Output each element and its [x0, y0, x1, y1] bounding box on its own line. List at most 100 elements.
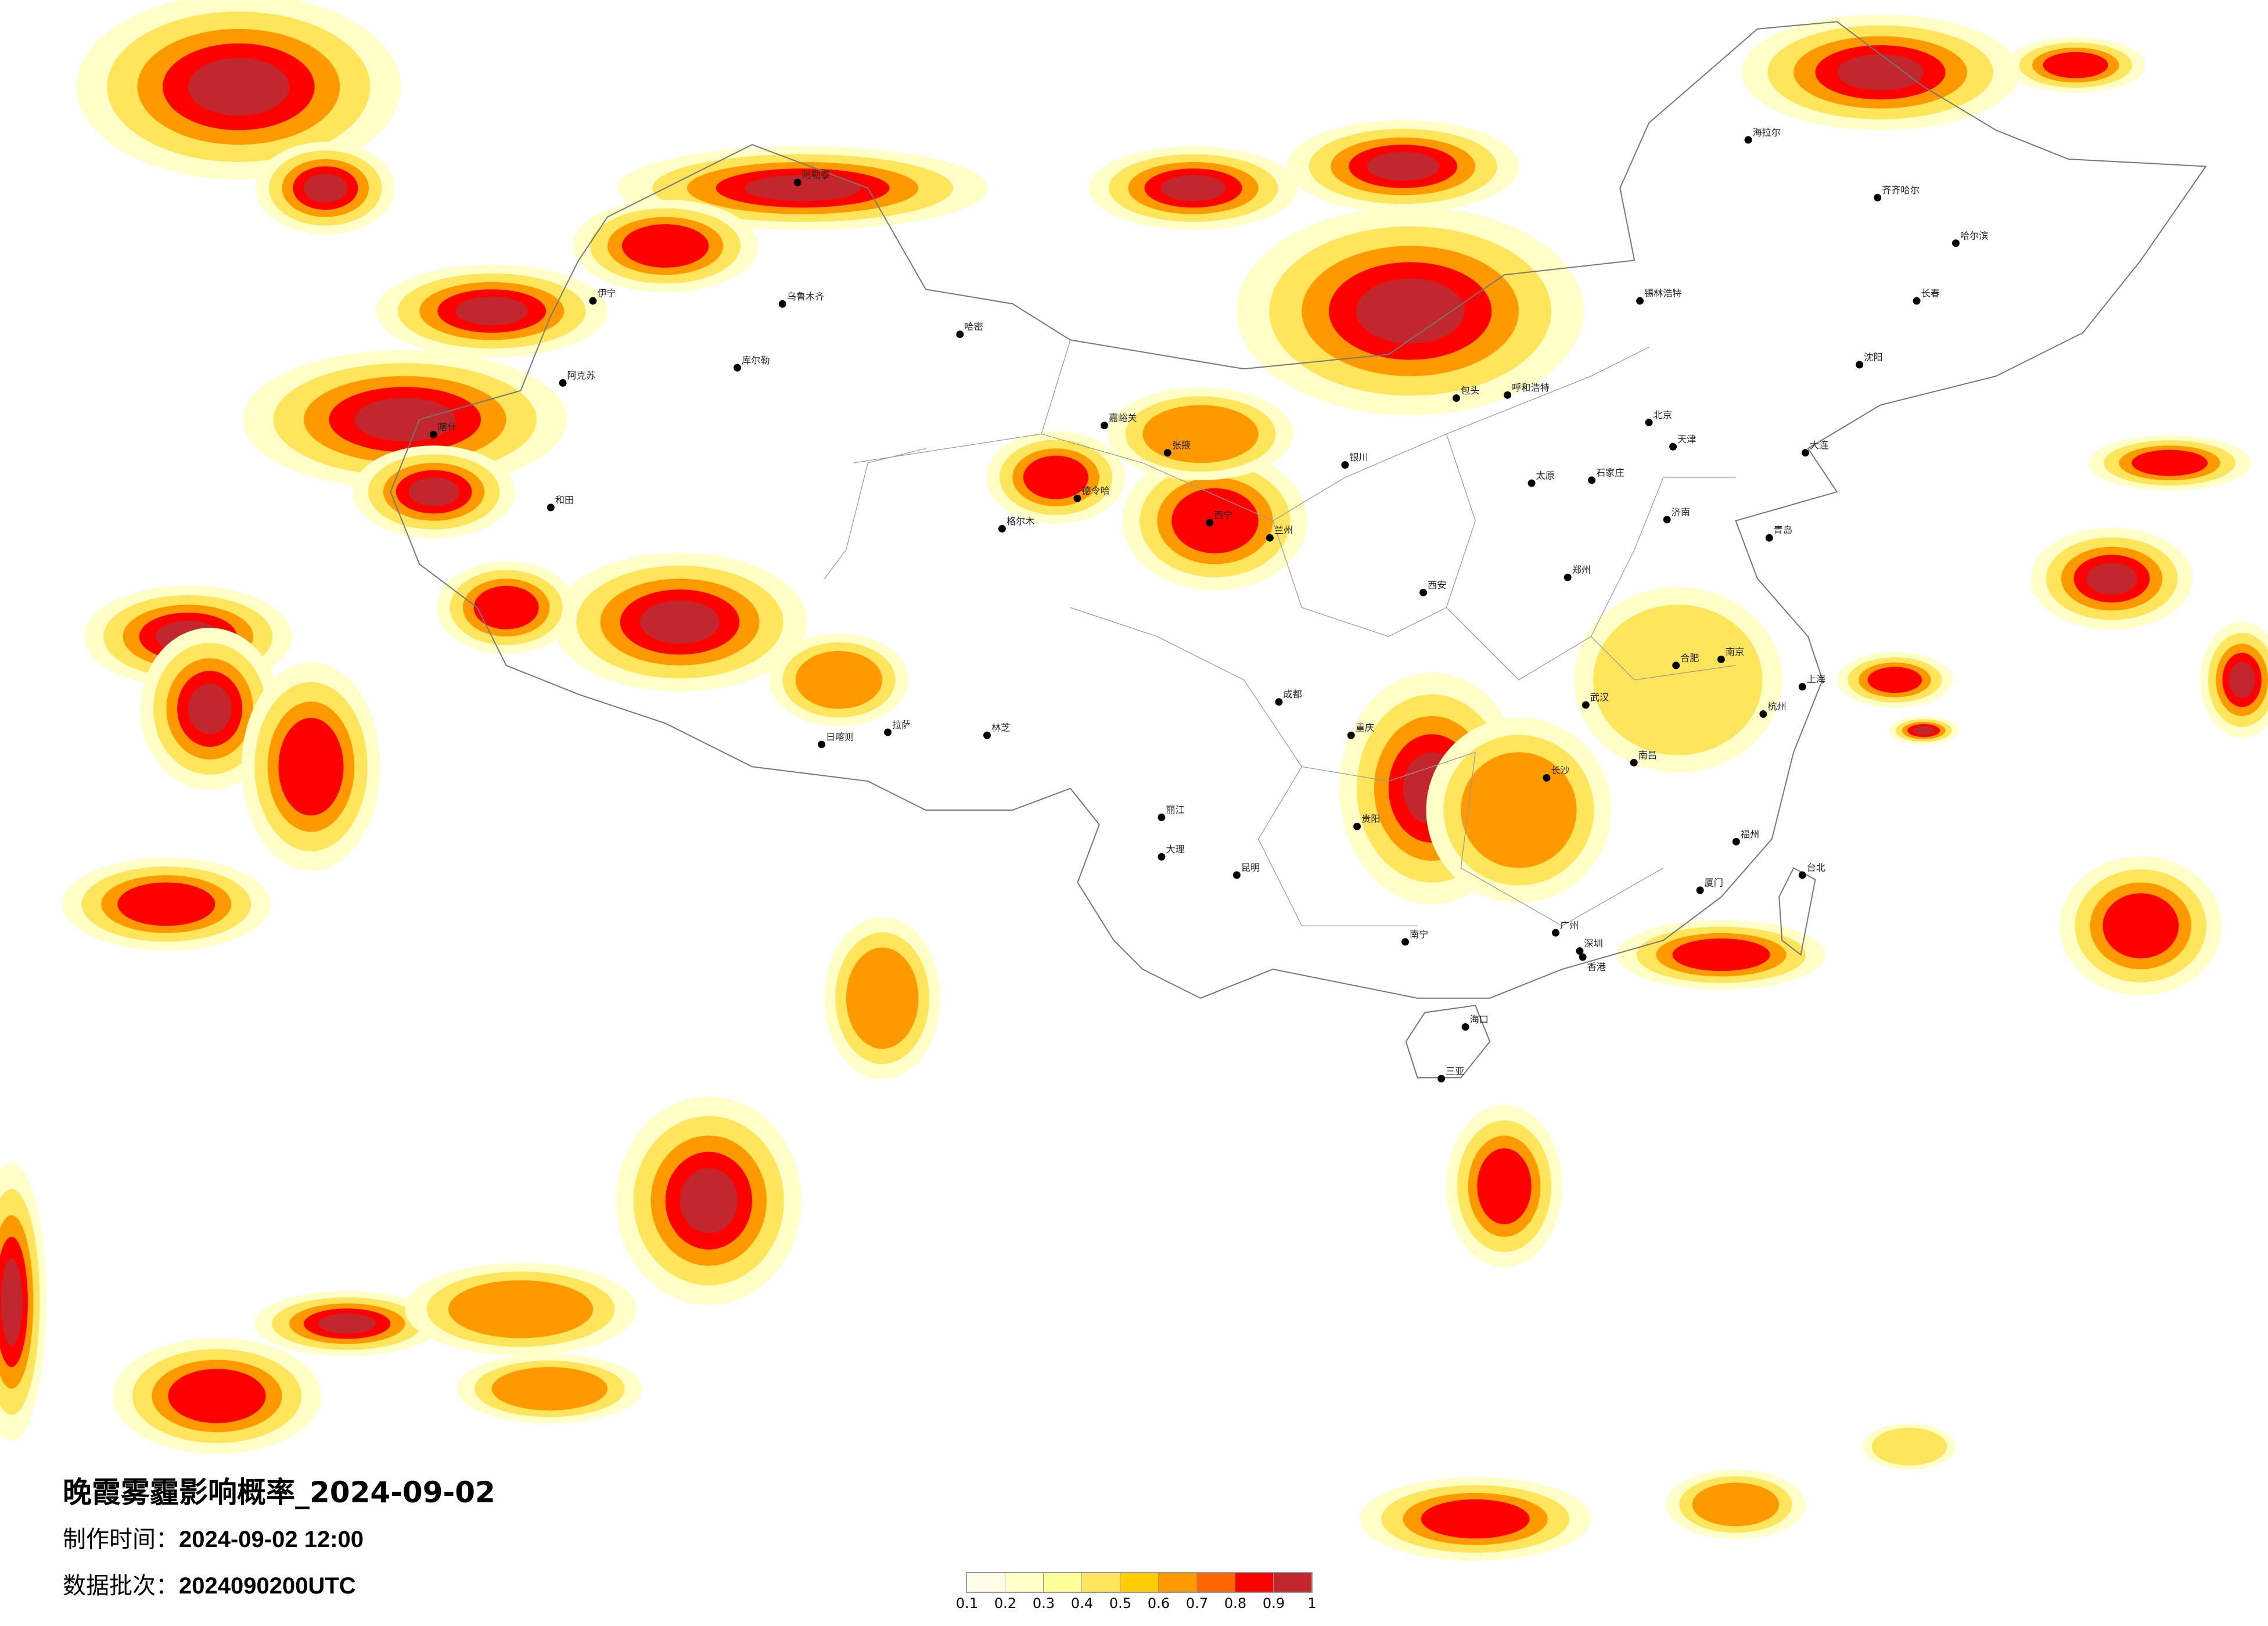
- city-dot: [1347, 731, 1355, 739]
- city-dot: [1419, 588, 1428, 596]
- city-label: 台北: [1807, 862, 1825, 873]
- legend-swatch: [967, 1573, 1005, 1592]
- city-label: 锡林浩特: [1644, 288, 1682, 299]
- city-dot: [1163, 449, 1171, 457]
- city-dot: [1563, 573, 1572, 581]
- probability-cell: [491, 1367, 608, 1411]
- city-dot: [1913, 297, 1921, 305]
- city-label: 兰州: [1274, 525, 1293, 536]
- city-dot: [1453, 394, 1461, 402]
- probability-cell: [448, 1280, 594, 1339]
- city-dot: [1588, 476, 1596, 484]
- city-dot: [1579, 953, 1587, 961]
- legend-swatch: [1005, 1573, 1044, 1592]
- probability-cell: [455, 296, 529, 326]
- legend-swatch: [1235, 1573, 1274, 1592]
- city-label: 海口: [1470, 1014, 1489, 1025]
- city-label: 包头: [1461, 385, 1479, 396]
- city-dot: [1636, 297, 1644, 305]
- city-label: 昆明: [1241, 862, 1260, 873]
- probability-cell: [1023, 455, 1089, 499]
- probability-cell: [278, 718, 344, 816]
- probability-cell: [1867, 667, 1922, 693]
- city-dot: [589, 297, 597, 305]
- city-dot: [1759, 710, 1767, 718]
- legend-label: 0.1: [955, 1595, 979, 1611]
- city-label: 太原: [1536, 470, 1555, 481]
- city-label: 南昌: [1638, 750, 1657, 761]
- city-dot: [429, 430, 437, 438]
- probability-cell: [2086, 563, 2137, 595]
- city-label: 哈尔滨: [1960, 230, 1989, 241]
- legend-label: 0.8: [1224, 1595, 1247, 1611]
- city-label: 武汉: [1590, 692, 1609, 703]
- city-label: 哈密: [964, 321, 983, 332]
- city-label: 合肥: [1680, 652, 1699, 663]
- city-label: 厦门: [1705, 877, 1723, 888]
- city-label: 北京: [1654, 409, 1672, 420]
- probability-cell: [795, 650, 883, 709]
- city-dot: [1461, 1023, 1469, 1031]
- city-dot: [1437, 1074, 1446, 1082]
- city-label: 郑州: [1572, 564, 1591, 575]
- city-label: 西宁: [1214, 510, 1232, 521]
- color-legend: 0.1 0.2 0.3 0.4 0.5 0.6 0.7 0.8 0.9 1: [956, 1572, 1317, 1613]
- city-dot: [547, 503, 555, 512]
- city-dot: [1951, 239, 1960, 247]
- city-label: 福州: [1741, 829, 1759, 840]
- city-label: 三亚: [1446, 1066, 1464, 1077]
- probability-cell: [745, 175, 861, 202]
- taiwan-border: [1778, 867, 1816, 956]
- city-dot: [956, 330, 964, 339]
- city-dot: [1645, 418, 1653, 426]
- legend-swatch: [1120, 1573, 1159, 1592]
- city-label: 南京: [1726, 646, 1744, 657]
- probability-cell: [408, 477, 459, 506]
- city-dot: [778, 300, 786, 308]
- city-label: 重庆: [1356, 722, 1374, 733]
- city-dot: [1765, 534, 1773, 542]
- city-label: 大理: [1166, 844, 1184, 855]
- city-dot: [1073, 494, 1081, 502]
- city-dot: [1341, 461, 1349, 469]
- city-label: 贵阳: [1361, 814, 1380, 825]
- city-label: 嘉峪关: [1109, 412, 1137, 423]
- probability-cell: [318, 1313, 376, 1334]
- city-label: 南宁: [1410, 929, 1428, 940]
- legend-swatch: [1159, 1573, 1197, 1592]
- city-label: 济南: [1672, 506, 1690, 517]
- city-label: 张掖: [1172, 440, 1191, 451]
- probability-cell: [680, 1168, 738, 1233]
- probability-cell: [2102, 893, 2179, 959]
- map-title: 晚霞雾霾影响概率_2024-09-02: [63, 1476, 495, 1509]
- legend-label: 0.6: [1147, 1595, 1170, 1611]
- probability-field: [0, 0, 2268, 1561]
- probability-cell: [1913, 726, 1935, 735]
- city-label: 银川: [1349, 452, 1368, 463]
- city-dot: [1101, 422, 1108, 430]
- legend-label: 0.4: [1070, 1595, 1094, 1611]
- probability-cell: [621, 224, 709, 268]
- probability-cell: [1356, 278, 1465, 344]
- probability-cell: [168, 1369, 266, 1423]
- city-label: 丽江: [1166, 804, 1184, 815]
- probability-cell: [354, 398, 456, 441]
- city-dot: [1630, 758, 1638, 767]
- city-label: 德令哈: [1081, 485, 1110, 497]
- city-label: 成都: [1283, 689, 1302, 700]
- city-label: 齐齐哈尔: [1882, 185, 1920, 196]
- city-label: 青岛: [1774, 525, 1792, 536]
- city-dot: [1669, 443, 1677, 451]
- city-dot: [1158, 813, 1166, 821]
- city-dot: [818, 740, 826, 749]
- legend-swatch: [1274, 1573, 1311, 1592]
- probability-cell: [473, 585, 539, 629]
- city-label: 和田: [555, 494, 574, 505]
- city-dot: [1663, 516, 1671, 524]
- city-dot: [1744, 136, 1752, 144]
- probability-cell: [1160, 175, 1226, 202]
- city-dot: [983, 731, 991, 739]
- probability-cell: [2229, 661, 2255, 698]
- hainan-border: [1405, 1005, 1491, 1078]
